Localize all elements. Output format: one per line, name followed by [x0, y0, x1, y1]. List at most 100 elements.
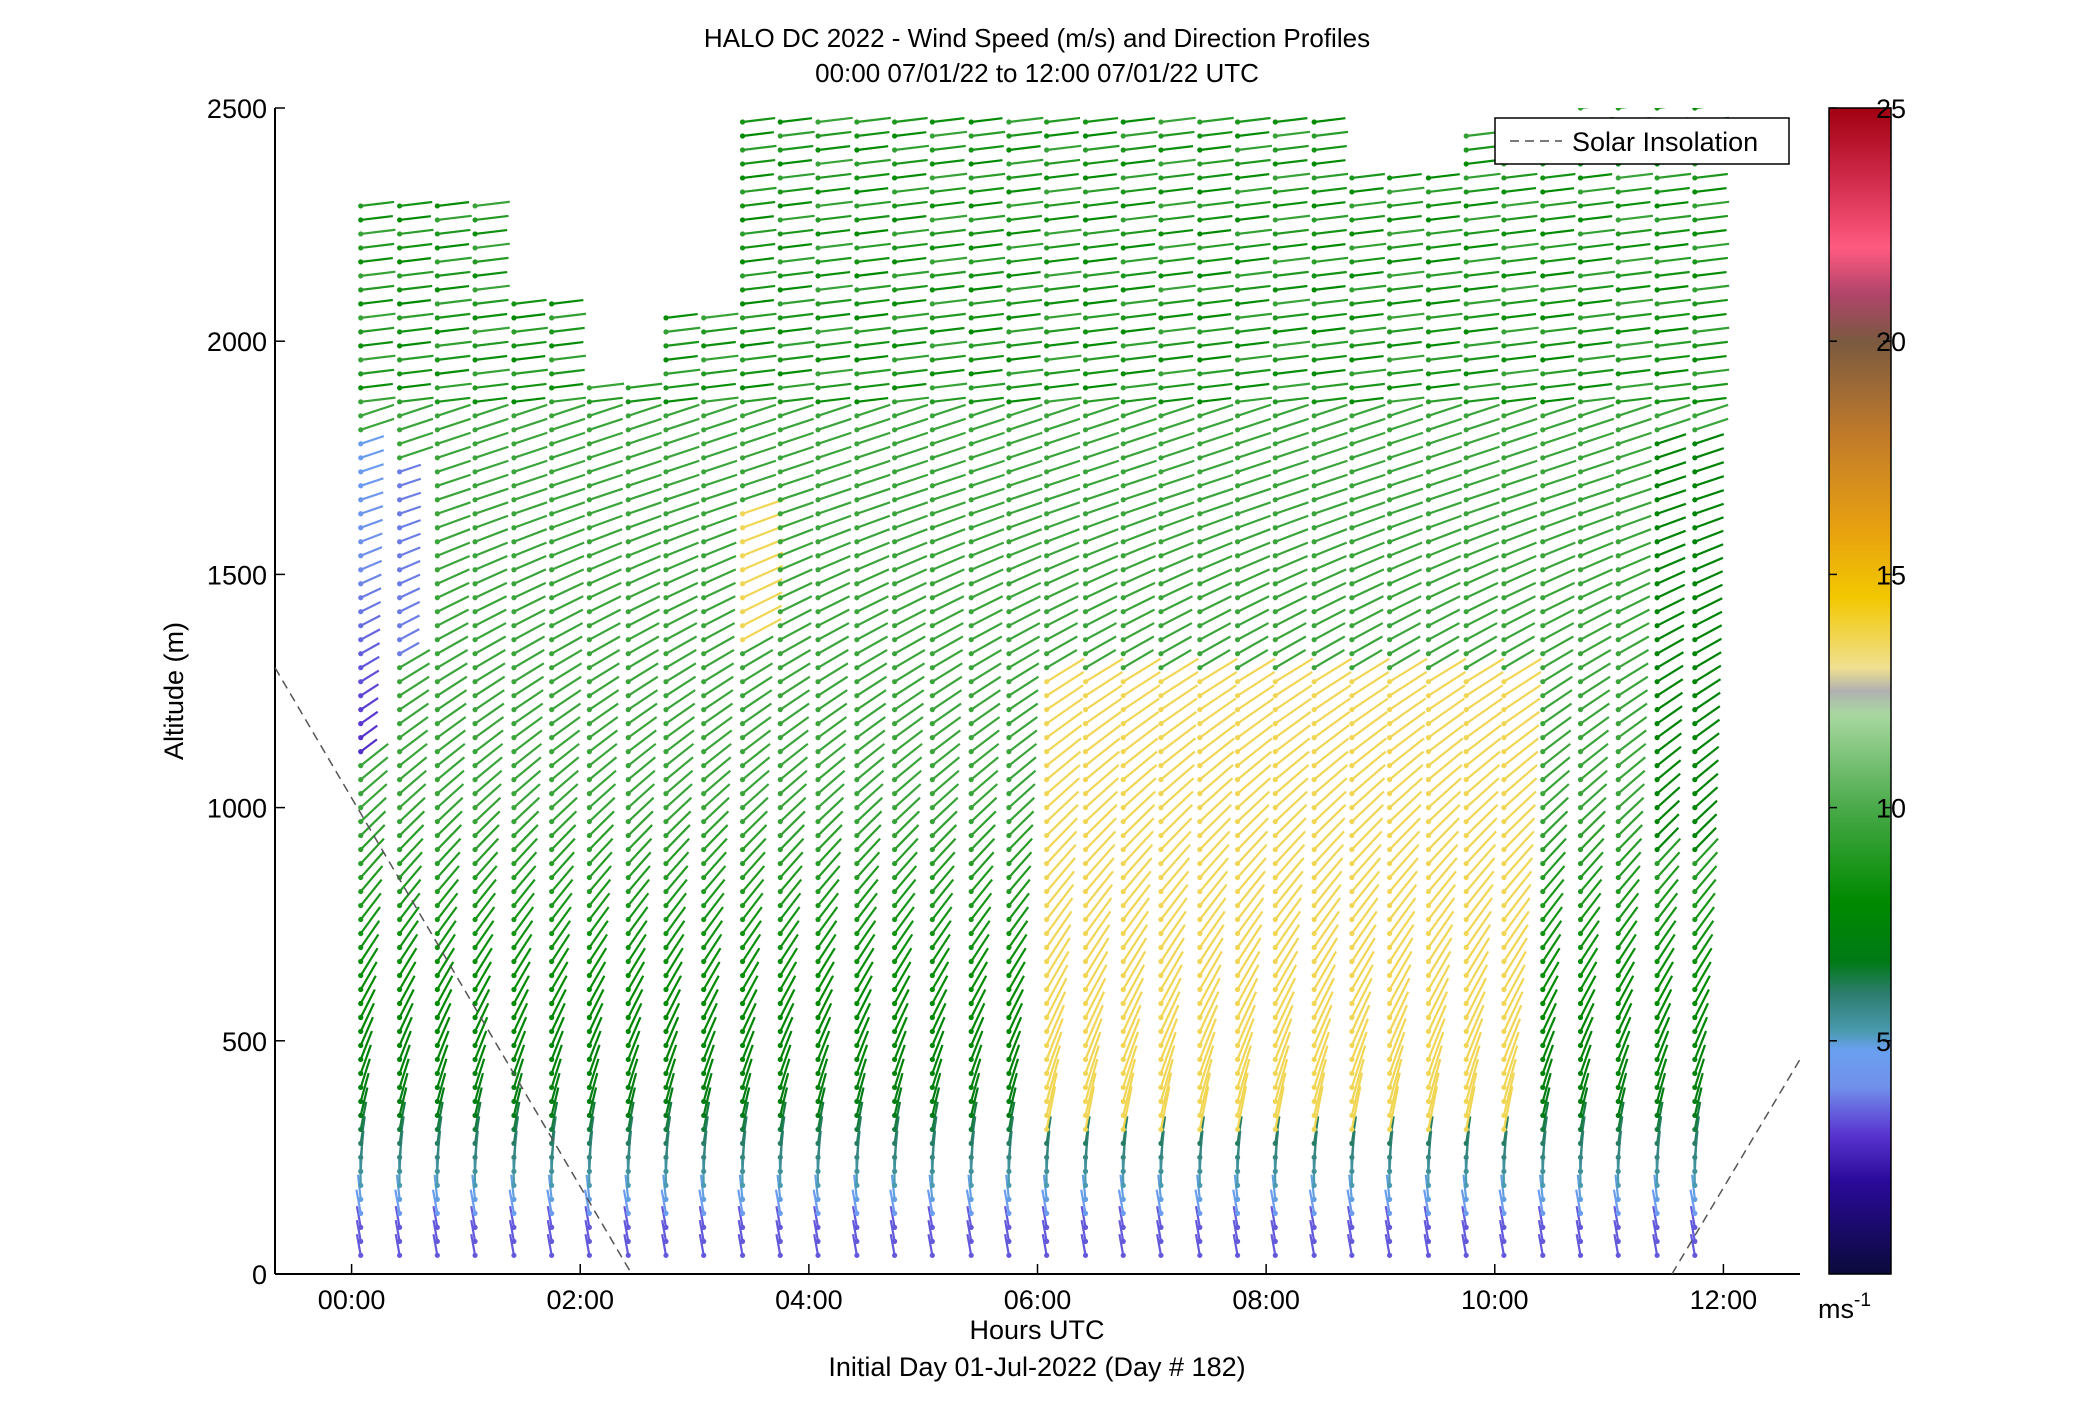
- wind-barb-point: [1158, 1182, 1164, 1188]
- wind-barb-point: [1540, 399, 1546, 405]
- wind-barb-shaft: [931, 568, 965, 585]
- wind-barb-point: [1044, 735, 1050, 741]
- wind-barb-shaft: [1314, 201, 1346, 208]
- wind-barb-shaft: [702, 1087, 712, 1116]
- wind-barb-point: [1082, 287, 1089, 293]
- wind-barb-point: [1540, 874, 1546, 881]
- wind-barb-point: [1197, 133, 1203, 139]
- wind-barb-shaft: [894, 284, 928, 291]
- wind-barb-point: [1577, 1238, 1584, 1244]
- wind-barb-shaft: [1122, 950, 1147, 991]
- wind-barb-shaft: [931, 796, 959, 823]
- wind-barb-point: [1082, 637, 1089, 643]
- wind-barb-point: [929, 972, 935, 979]
- wind-barb-point: [968, 147, 974, 153]
- wind-barb-point: [397, 749, 403, 755]
- wind-barb-point: [815, 1238, 821, 1244]
- wind-barb-point: [549, 805, 555, 811]
- wind-barb-shaft: [970, 729, 1000, 753]
- wind-barb-point: [1425, 189, 1432, 195]
- wind-barb-shaft: [742, 487, 777, 501]
- wind-barb-point: [892, 916, 898, 923]
- wind-barb-point: [1349, 679, 1355, 685]
- wind-barb-point: [777, 1252, 783, 1258]
- wind-barb-shaft: [894, 403, 929, 417]
- wind-barb-point: [739, 1224, 746, 1230]
- wind-barb-point: [1120, 763, 1126, 769]
- wind-barb-shaft: [1046, 326, 1081, 333]
- wind-barb-shaft: [779, 541, 814, 557]
- wind-barb-shaft: [1503, 635, 1536, 655]
- wind-barb-point: [586, 986, 592, 993]
- wind-barb-point: [1386, 189, 1393, 195]
- wind-barb-point: [1425, 399, 1432, 405]
- wind-barb-point: [1272, 189, 1278, 195]
- wind-barb-shaft: [436, 1087, 446, 1116]
- wind-barb-point: [854, 315, 860, 321]
- wind-barb-shaft: [1503, 501, 1538, 515]
- wind-barb-point: [511, 930, 517, 937]
- wind-barb-point: [586, 1154, 592, 1160]
- wind-barb-shaft: [703, 648, 735, 669]
- wind-barb-shaft: [436, 729, 466, 753]
- wind-barb-shaft: [970, 716, 1001, 739]
- wind-barb-point: [1120, 693, 1126, 699]
- wind-barb-shaft: [894, 131, 927, 138]
- wind-barb-shaft: [1275, 368, 1308, 375]
- wind-barb-shaft: [360, 505, 384, 515]
- wind-barb-shaft: [931, 459, 967, 473]
- wind-barb-shaft: [1541, 824, 1568, 851]
- wind-barb-point: [1540, 609, 1546, 615]
- wind-barb-shaft: [1389, 445, 1424, 459]
- wind-barb-shaft: [1427, 870, 1457, 907]
- wind-barb-point: [511, 371, 517, 377]
- wind-barb-shaft: [360, 354, 396, 361]
- wind-barb-shaft: [856, 622, 889, 641]
- wind-barb-point: [472, 1182, 478, 1188]
- wind-barb-point: [1158, 287, 1164, 293]
- wind-barb-point: [549, 958, 555, 965]
- wind-barb-shaft: [627, 1044, 640, 1074]
- wind-barb-shaft: [360, 532, 383, 543]
- wind-barb-point: [625, 874, 631, 881]
- wind-barb-point: [397, 637, 403, 643]
- wind-barb-point: [968, 1252, 974, 1258]
- wind-barb-shaft: [779, 906, 801, 935]
- wind-barb-point: [1272, 399, 1278, 405]
- wind-barb-shaft: [513, 445, 548, 459]
- wind-barb-shaft: [665, 608, 698, 627]
- wind-barb-point: [1349, 874, 1355, 881]
- wind-barb-point: [1006, 329, 1012, 335]
- wind-barb-shaft: [1046, 298, 1079, 305]
- wind-barb-shaft: [1465, 1058, 1480, 1102]
- wind-barb-point: [1425, 707, 1432, 713]
- wind-barb-point: [663, 805, 669, 811]
- wind-barb-point: [1540, 1042, 1546, 1049]
- wind-barb-point: [586, 874, 592, 881]
- wind-barb-shaft: [1003, 1189, 1011, 1214]
- wind-barb-shaft: [742, 564, 784, 585]
- wind-barb-point: [663, 525, 669, 531]
- wind-barb-shaft: [741, 675, 773, 697]
- wind-barb-point: [1386, 1070, 1393, 1077]
- wind-barb-shaft: [1465, 487, 1500, 501]
- wind-barb-point: [854, 147, 860, 153]
- wind-barb-point: [1540, 665, 1546, 671]
- wind-barb-shaft: [1194, 1234, 1201, 1256]
- wind-barb-point: [1540, 986, 1546, 993]
- wind-barb-shaft: [627, 581, 661, 599]
- wind-barb-point: [929, 427, 935, 433]
- wind-barb-shaft: [1160, 186, 1194, 194]
- wind-barb-shaft: [971, 159, 1003, 166]
- wind-barb-point: [586, 791, 592, 797]
- wind-barb-point: [892, 637, 898, 643]
- wind-barb-point: [1386, 245, 1393, 251]
- wind-barb-shaft: [702, 975, 720, 1005]
- wind-barb-point: [854, 1182, 860, 1188]
- wind-barb-shaft: [1160, 459, 1195, 473]
- wind-barb-point: [1386, 1210, 1393, 1216]
- wind-barb-point: [1120, 832, 1126, 839]
- wind-barb-shaft: [1389, 200, 1424, 208]
- wind-barb-shaft: [437, 312, 471, 319]
- wind-barb-shaft: [1045, 964, 1069, 1005]
